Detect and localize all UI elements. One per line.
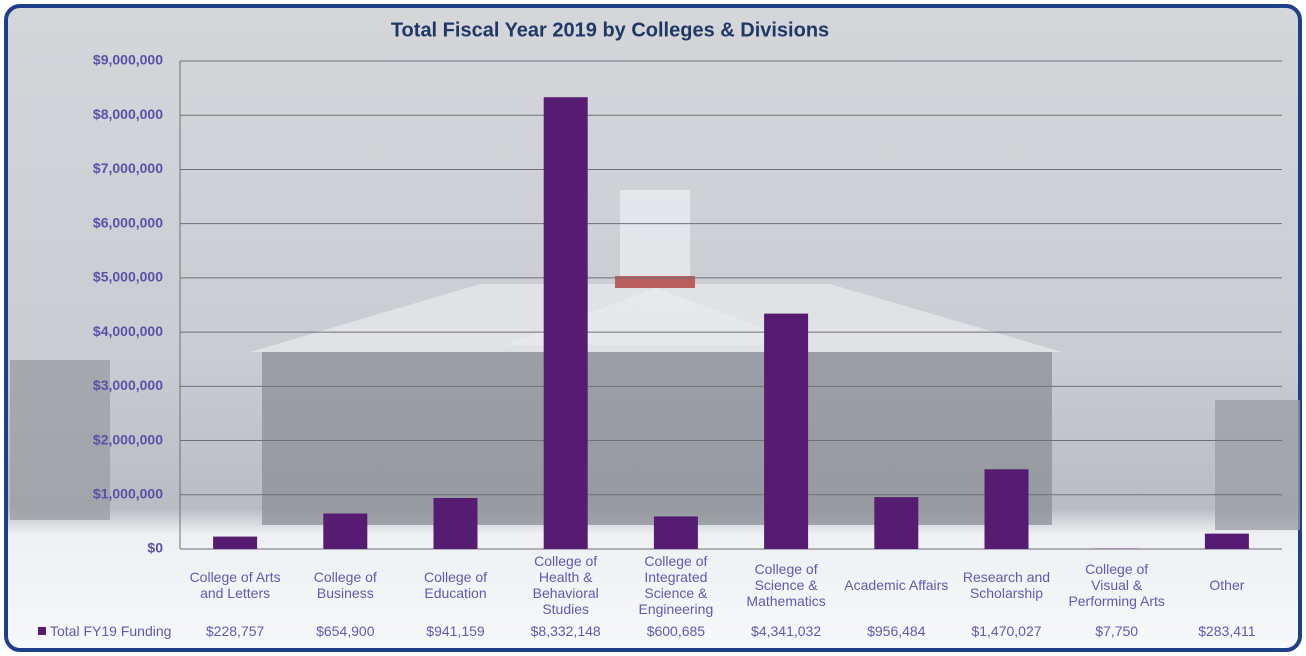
bar <box>764 313 809 549</box>
x-tick-label: College of Science & Mathematics <box>746 561 826 609</box>
x-tick-label: College of Education <box>423 569 488 601</box>
x-tick-label: Research and Scholarship <box>962 569 1051 601</box>
legend: Total FY19 Funding <box>38 623 171 639</box>
x-tick-label: College of Business <box>313 569 377 601</box>
legend-key <box>38 627 46 635</box>
data-table-value: $941,159 <box>426 623 485 639</box>
x-tick-label: College of Visual & Performing Arts <box>1068 561 1165 609</box>
y-tick-label: $9,000,000 <box>93 52 163 68</box>
data-table-value: $600,685 <box>646 623 706 639</box>
background-building <box>10 190 1300 530</box>
y-tick-label: $0 <box>147 540 163 556</box>
y-tick-label: $1,000,000 <box>93 485 163 501</box>
data-table-value: $283,411 <box>1198 623 1256 639</box>
y-tick-label: $2,000,000 <box>93 431 163 447</box>
bar <box>653 516 698 549</box>
chart-title: Total Fiscal Year 2019 by Colleges & Div… <box>391 19 829 41</box>
x-tick-label: College of Integrated Science & Engineer… <box>638 553 714 617</box>
x-tick-label: College of Health & Behavioral Studies <box>532 553 599 617</box>
y-tick-label: $8,000,000 <box>93 106 163 122</box>
bar <box>213 536 258 549</box>
data-table-value: $1,470,027 <box>971 623 1042 639</box>
legend-label: Total FY19 Funding <box>50 623 172 639</box>
bar <box>1204 533 1249 549</box>
bar <box>984 469 1029 549</box>
bar <box>323 513 368 549</box>
data-table-value: $654,900 <box>316 623 375 639</box>
data-table-value: $956,484 <box>867 623 926 639</box>
x-tick-label: Academic Affairs <box>844 577 949 593</box>
data-table-value: $8,332,148 <box>530 623 601 639</box>
x-tick-label: Other <box>1209 577 1245 593</box>
data-table-value: $4,341,032 <box>751 623 822 639</box>
y-tick-label: $4,000,000 <box>93 323 163 339</box>
data-table-value: $7,750 <box>1095 623 1139 639</box>
bar <box>874 497 919 549</box>
y-tick-label: $6,000,000 <box>93 214 163 230</box>
bar <box>433 497 478 549</box>
x-tick-label: College of Arts and Letters <box>189 569 281 601</box>
bar <box>543 97 588 550</box>
data-table-value: $228,757 <box>205 623 265 639</box>
y-tick-label: $7,000,000 <box>93 160 163 176</box>
y-tick-label: $3,000,000 <box>93 377 163 393</box>
y-tick-label: $5,000,000 <box>93 269 163 285</box>
